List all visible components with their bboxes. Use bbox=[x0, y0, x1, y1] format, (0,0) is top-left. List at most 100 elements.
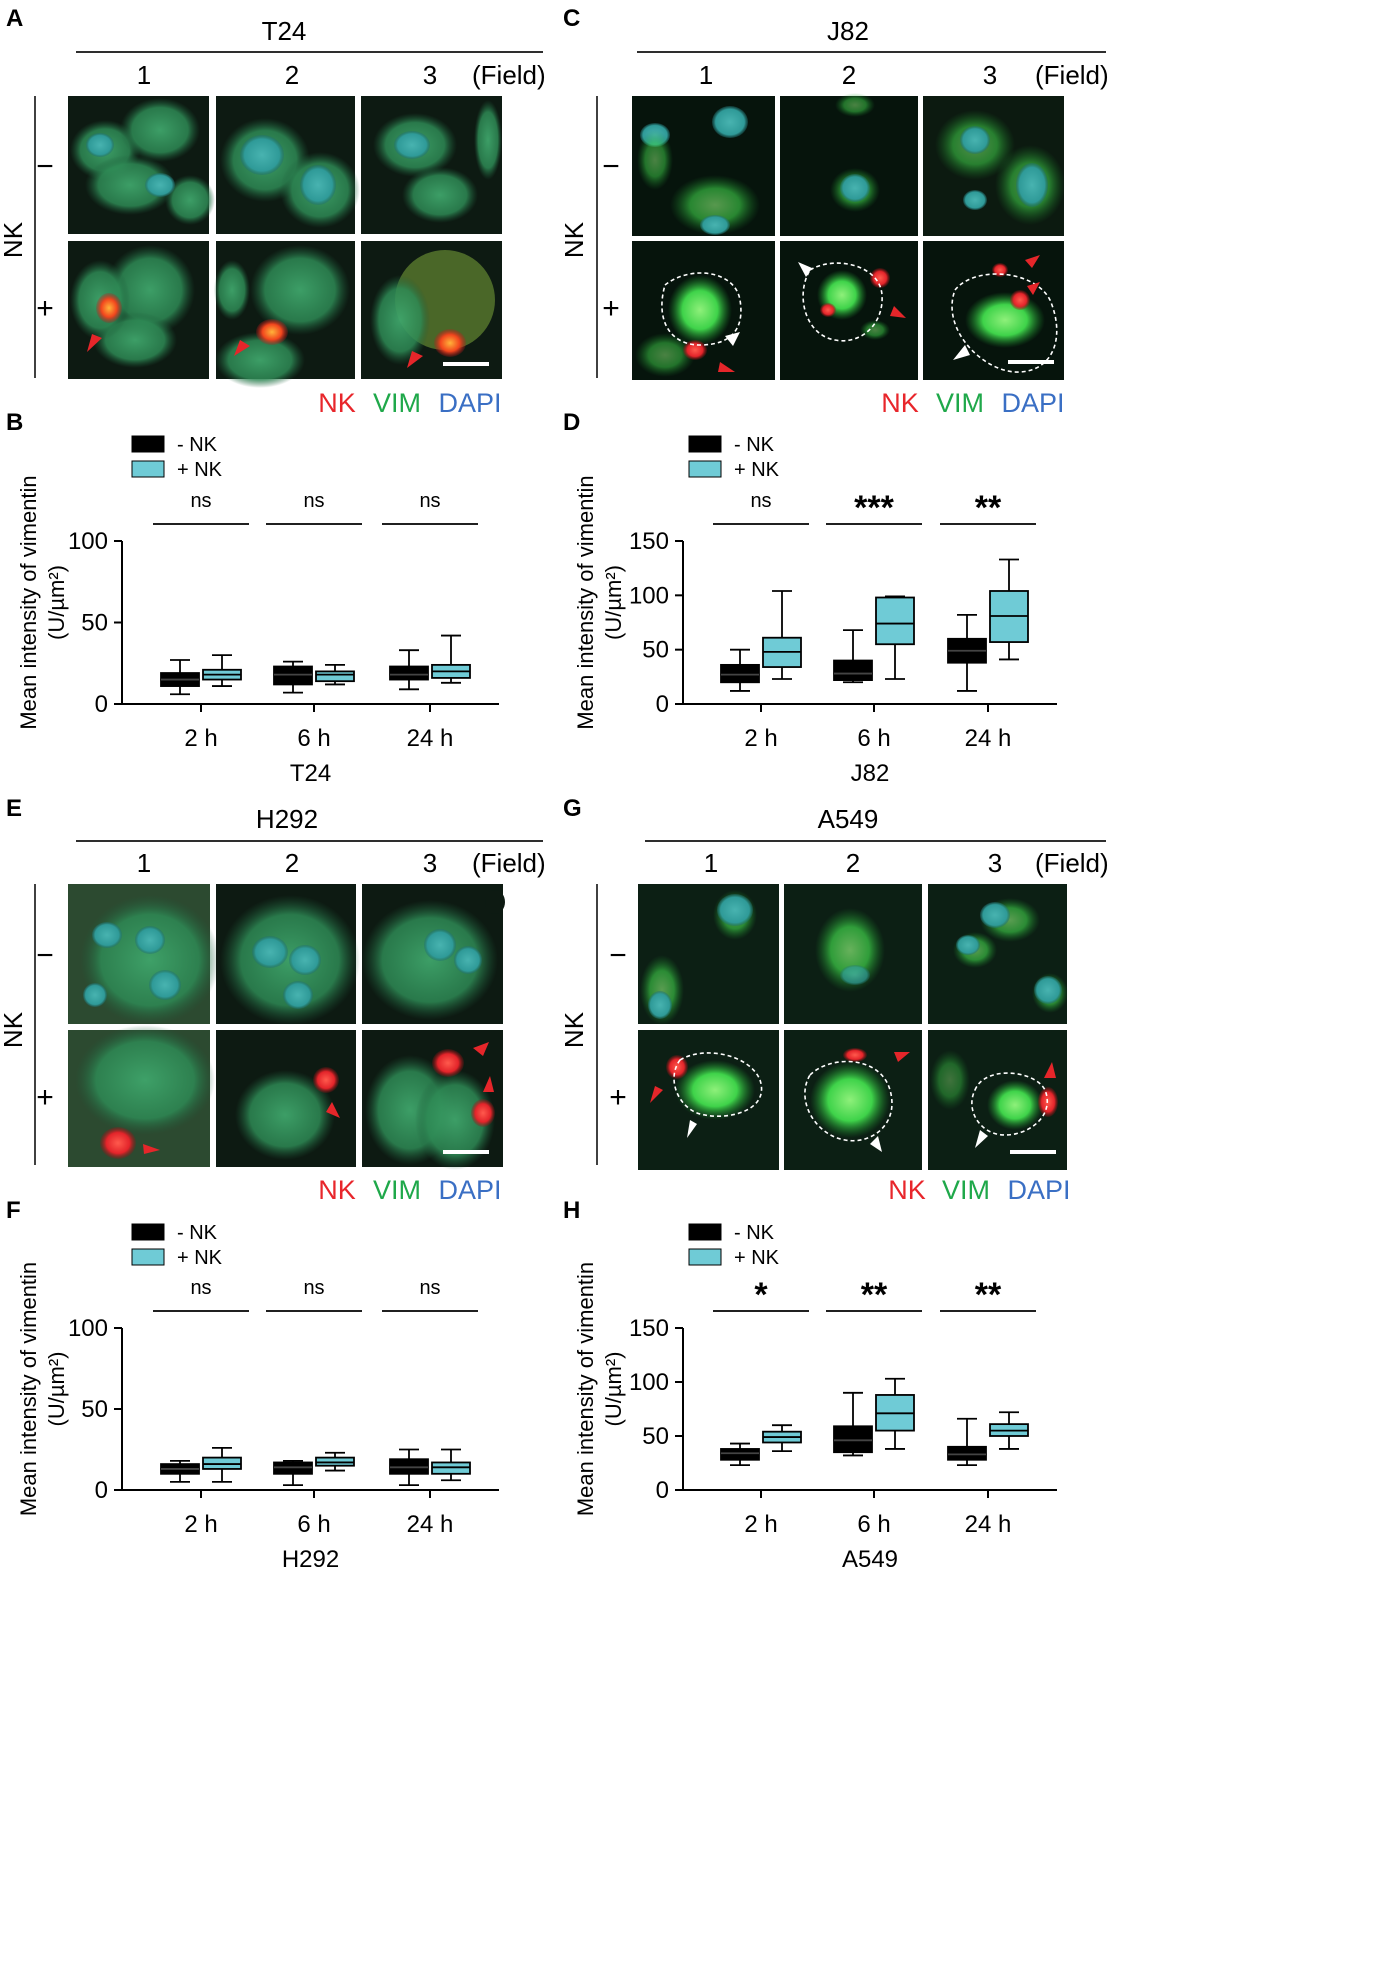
cell-line-title: A549 bbox=[818, 804, 879, 834]
legend-label: + NK bbox=[734, 459, 780, 481]
white-arrowhead-icon bbox=[687, 1120, 697, 1138]
legend-swatch bbox=[131, 1248, 165, 1266]
micrograph-plus-field-2 bbox=[784, 1030, 922, 1170]
micrograph-plus-field-2 bbox=[780, 241, 918, 380]
cell-line-title: J82 bbox=[827, 16, 869, 46]
scale-bar bbox=[1008, 360, 1054, 364]
micrograph-minus-field-3 bbox=[362, 884, 505, 1024]
panel-letter: B bbox=[6, 409, 23, 436]
x-tick-label: 6 h bbox=[857, 725, 890, 752]
y-axis-label-units: (U/µm²) bbox=[44, 1352, 69, 1427]
field-label: 2 bbox=[846, 848, 860, 878]
field-label: 3 bbox=[988, 848, 1002, 878]
micrograph-plus-field-3 bbox=[362, 1030, 503, 1170]
red-arrowhead-icon bbox=[483, 1076, 494, 1092]
legend-nk: NK bbox=[318, 1175, 356, 1205]
panel-letter: E bbox=[6, 795, 22, 822]
legend-label: - NK bbox=[177, 434, 218, 456]
legend-dapi: DAPI bbox=[1001, 388, 1064, 418]
micrograph-minus-field-3 bbox=[928, 884, 1068, 1024]
cell-line-title: H292 bbox=[256, 804, 318, 834]
field-label: 2 bbox=[842, 60, 856, 90]
row-label-plus: + bbox=[602, 292, 620, 325]
row-axis-label: NK bbox=[559, 221, 589, 258]
field-suffix: (Field) bbox=[1035, 60, 1109, 90]
micrograph-minus-field-2 bbox=[784, 884, 922, 1024]
significance-label: ** bbox=[975, 489, 1002, 527]
scale-bar bbox=[443, 362, 489, 366]
box-plot-b: B - NK + NK 0 50 100 Mean intensity of vimenti… bbox=[6, 409, 499, 787]
red-arrowhead-icon bbox=[326, 1102, 340, 1118]
significance-label: ns bbox=[419, 1277, 440, 1299]
y-tick-label: 100 bbox=[629, 1369, 669, 1396]
field-label: 1 bbox=[704, 848, 718, 878]
box-minus-nk bbox=[389, 665, 429, 681]
legend-swatch bbox=[688, 1223, 722, 1241]
red-arrowhead-icon bbox=[1044, 1062, 1056, 1078]
micrograph-minus-field-2 bbox=[780, 93, 918, 236]
field-label: 3 bbox=[423, 60, 437, 90]
box-minus-nk bbox=[833, 659, 873, 681]
cell-outline bbox=[951, 273, 1058, 373]
legend-label: + NK bbox=[734, 1247, 780, 1269]
y-tick-label: 50 bbox=[642, 1423, 669, 1450]
red-arrowhead-icon bbox=[87, 334, 102, 352]
micrograph-plus-field-2 bbox=[216, 1030, 356, 1167]
significance-label: ** bbox=[861, 1276, 888, 1314]
row-label-plus: + bbox=[36, 1081, 54, 1114]
scale-bar bbox=[443, 1150, 489, 1154]
red-arrowhead-icon bbox=[473, 1042, 489, 1056]
significance-label: ** bbox=[975, 1276, 1002, 1314]
x-tick-label: 6 h bbox=[297, 1511, 330, 1538]
field-label: 1 bbox=[137, 848, 151, 878]
legend-swatch bbox=[131, 435, 165, 453]
field-label: 2 bbox=[285, 60, 299, 90]
micrograph-plus-field-1 bbox=[632, 241, 775, 380]
field-label: 3 bbox=[983, 60, 997, 90]
y-tick-label: 50 bbox=[81, 610, 108, 637]
legend-dapi: DAPI bbox=[438, 388, 501, 418]
micrograph-plus-field-3 bbox=[928, 1030, 1067, 1170]
panel-letter: D bbox=[563, 409, 580, 436]
box-plot-f: F - NK + NK 0 50 100 Mean intensity of vimenti… bbox=[6, 1197, 499, 1573]
red-arrowhead-icon bbox=[234, 340, 250, 356]
y-axis-label: Mean intensity of vimentin bbox=[16, 475, 41, 729]
box-plus-nk bbox=[875, 596, 915, 646]
significance-label: ns bbox=[750, 490, 771, 512]
box-minus-nk bbox=[720, 1448, 760, 1461]
legend-vim: VIM bbox=[942, 1175, 990, 1205]
significance-label: ns bbox=[303, 1277, 324, 1299]
micrograph-plus-field-3 bbox=[361, 241, 502, 379]
red-arrowhead-icon bbox=[890, 306, 906, 318]
field-label: 1 bbox=[137, 60, 151, 90]
box-plot-h: H - NK + NK 0 50 100 150 Mean intensity of vime… bbox=[563, 1197, 1057, 1573]
legend-nk: NK bbox=[881, 388, 919, 418]
white-arrowhead-icon bbox=[870, 1136, 882, 1152]
row-label-minus: − bbox=[609, 939, 627, 972]
micrograph-plus-field-1 bbox=[638, 1030, 779, 1170]
legend-vim: VIM bbox=[373, 388, 421, 418]
y-axis-label: Mean intensity of vimentin bbox=[573, 1262, 598, 1516]
legend-nk: NK bbox=[888, 1175, 926, 1205]
row-label-plus: + bbox=[36, 292, 54, 325]
significance-label: ns bbox=[190, 490, 211, 512]
box-plot-d: D - NK + NK 0 50 100 150 Mean intensity of vime… bbox=[563, 409, 1057, 787]
cell-line-title: T24 bbox=[262, 16, 307, 46]
y-tick-label: 50 bbox=[81, 1396, 108, 1423]
y-axis-label-units: (U/µm²) bbox=[44, 565, 69, 640]
micrograph-plus-field-1 bbox=[68, 1025, 215, 1167]
row-label-plus: + bbox=[609, 1081, 627, 1114]
micrograph-plus-field-2 bbox=[214, 241, 355, 388]
row-axis-label: NK bbox=[0, 221, 28, 258]
row-label-minus: − bbox=[602, 150, 620, 183]
x-tick-label: 24 h bbox=[407, 725, 454, 752]
panel-letter: A bbox=[6, 5, 23, 32]
y-axis-label-units: (U/µm²) bbox=[601, 1352, 626, 1427]
row-axis-label: NK bbox=[559, 1011, 589, 1048]
legend-label: - NK bbox=[734, 1222, 775, 1244]
legend-label: + NK bbox=[177, 459, 223, 481]
legend-dapi: DAPI bbox=[1007, 1175, 1070, 1205]
box-minus-nk bbox=[720, 663, 760, 684]
field-label: 2 bbox=[285, 848, 299, 878]
